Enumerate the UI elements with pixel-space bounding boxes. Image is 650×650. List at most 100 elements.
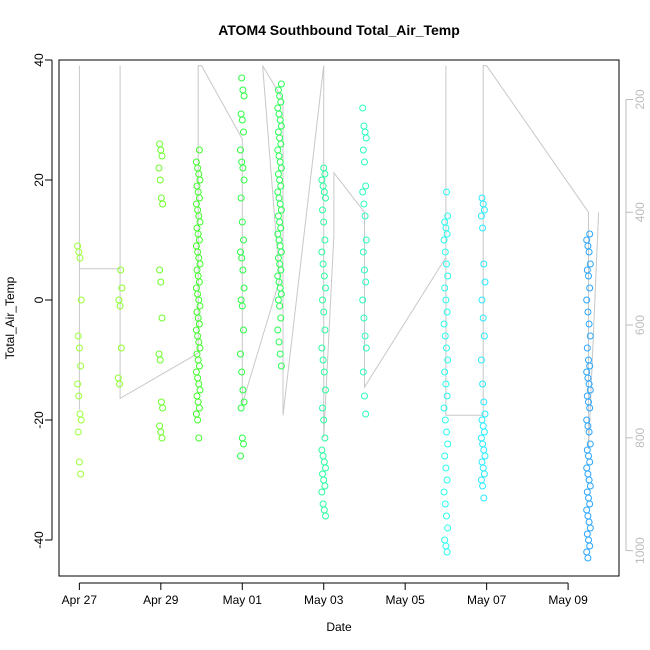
- x-tick-label: Apr 29: [143, 593, 179, 607]
- data-point: [443, 344, 450, 352]
- data-point: [586, 230, 594, 238]
- data-point: [320, 368, 328, 376]
- data-point: [277, 140, 285, 148]
- data-point: [478, 458, 486, 466]
- data-point: [319, 470, 326, 478]
- data-point: [443, 548, 451, 556]
- data-point: [194, 164, 202, 172]
- data-point: [158, 314, 166, 322]
- data-point: [195, 212, 203, 220]
- data-point: [583, 266, 591, 274]
- data-point: [319, 206, 326, 214]
- data-point: [156, 140, 164, 148]
- data-point: [481, 278, 489, 286]
- y-tick-label: 40: [32, 53, 46, 67]
- data-point: [320, 308, 328, 316]
- data-point: [362, 236, 370, 244]
- data-point: [75, 392, 83, 400]
- data-point: [362, 344, 370, 352]
- data-point: [444, 356, 452, 364]
- data-point: [240, 236, 247, 244]
- data-point: [320, 218, 328, 226]
- profile-line-group: [78, 65, 600, 450]
- data-point: [277, 206, 285, 214]
- data-point: [585, 518, 593, 526]
- data-point: [195, 320, 203, 328]
- data-point: [237, 350, 244, 358]
- data-point: [196, 218, 204, 226]
- data-point: [240, 284, 248, 292]
- data-point: [193, 224, 201, 232]
- data-point: [442, 296, 450, 304]
- secondary-tick-label: 600: [633, 315, 647, 335]
- data-point: [584, 554, 592, 562]
- data-point: [118, 284, 126, 292]
- data-point: [238, 158, 246, 166]
- data-point: [195, 254, 203, 262]
- data-point: [240, 128, 247, 136]
- data-point: [362, 182, 370, 190]
- data-point: [585, 248, 593, 256]
- data-point: [319, 404, 326, 412]
- data-point: [586, 542, 594, 550]
- data-point: [276, 218, 284, 226]
- data-point: [443, 260, 450, 268]
- data-point: [479, 380, 487, 388]
- data-point: [583, 296, 591, 304]
- data-point: [442, 380, 450, 388]
- data-point: [239, 164, 247, 172]
- data-point: [443, 392, 451, 400]
- y-tick-label: 20: [32, 173, 46, 187]
- data-point: [238, 218, 246, 226]
- data-point: [319, 260, 327, 268]
- data-point: [196, 260, 204, 268]
- data-point: [276, 350, 284, 358]
- secondary-tick-label: 400: [633, 202, 647, 222]
- data-point: [196, 386, 204, 394]
- data-point: [479, 422, 487, 430]
- data-point: [443, 308, 451, 316]
- data-point: [584, 470, 592, 478]
- data-point: [584, 512, 592, 520]
- data-point: [274, 146, 282, 154]
- data-point: [319, 182, 327, 190]
- data-point: [237, 404, 245, 412]
- data-point: [277, 122, 285, 130]
- data-point: [584, 242, 592, 250]
- data-point: [322, 386, 329, 394]
- data-point: [274, 272, 282, 280]
- data-point: [277, 164, 285, 172]
- data-point: [274, 188, 282, 196]
- data-point: [192, 410, 200, 418]
- data-point: [586, 440, 594, 448]
- data-point: [440, 404, 448, 412]
- data-point: [159, 200, 167, 208]
- data-point: [237, 452, 244, 460]
- data-point: [117, 344, 125, 352]
- data-point: [237, 110, 245, 118]
- data-point: [585, 320, 593, 328]
- data-point: [441, 218, 449, 226]
- data-point: [195, 404, 203, 412]
- data-point: [157, 398, 165, 406]
- data-point: [443, 428, 450, 436]
- data-point: [277, 98, 285, 106]
- data-point: [193, 308, 201, 316]
- data-point: [319, 356, 327, 364]
- data-point: [194, 374, 202, 382]
- data-point: [75, 248, 83, 256]
- data-point: [477, 434, 485, 442]
- data-point: [441, 452, 449, 460]
- data-point: [583, 464, 591, 472]
- data-point: [359, 368, 367, 376]
- chart-title: ATOM4 Southbound Total_Air_Temp: [218, 22, 460, 38]
- data-point: [320, 476, 328, 484]
- data-point: [196, 344, 204, 352]
- data-point: [362, 410, 370, 418]
- data-point: [442, 542, 450, 550]
- data-point: [583, 446, 591, 454]
- data-point: [319, 452, 327, 460]
- data-point: [440, 488, 448, 496]
- data-point: [158, 152, 166, 160]
